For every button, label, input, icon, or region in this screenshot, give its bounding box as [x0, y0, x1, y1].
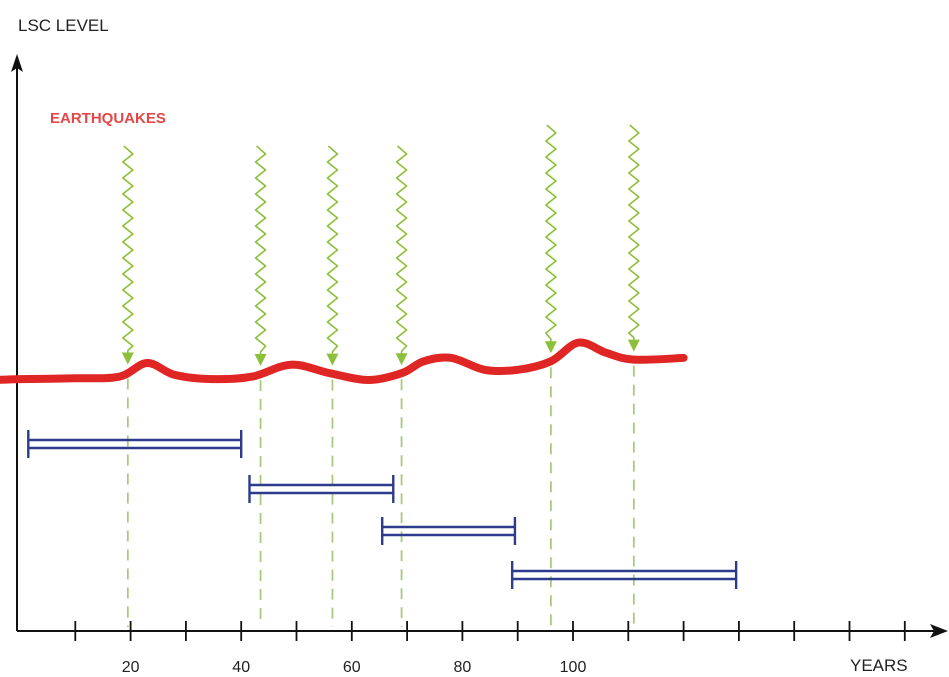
x-axis-ticks: 20 40 60 80 100	[74, 621, 906, 676]
lsc-level-curve	[0, 338, 688, 384]
earthquake-arrow	[122, 145, 134, 359]
interval-bar	[381, 517, 517, 545]
axes	[11, 54, 948, 638]
earthquake-arrowhead	[627, 339, 640, 352]
x-axis-arrowhead	[930, 624, 948, 638]
x-tick-label: 100	[560, 659, 587, 676]
interval-bar	[27, 430, 243, 458]
lsc-level-curve-group	[0, 338, 688, 384]
interval-bar	[510, 561, 738, 589]
earthquake-arrow	[326, 145, 339, 360]
earthquake-arrow	[254, 145, 267, 361]
earthquake-arrows	[121, 124, 640, 367]
earthquakes-label: EARTHQUAKES	[50, 110, 166, 127]
x-tick-label: 80	[454, 659, 472, 676]
earthquake-arrow	[545, 124, 557, 348]
earthquake-guide-lines	[126, 365, 635, 627]
x-axis-label: YEARS	[850, 656, 908, 675]
earthquake-arrowhead	[254, 354, 267, 367]
y-axis-label: LSC LEVEL	[18, 16, 109, 35]
x-tick-label: 60	[343, 659, 361, 676]
earthquake-arrow	[628, 124, 640, 346]
earthquake-arrowhead	[121, 352, 134, 365]
y-axis-arrowhead	[11, 54, 23, 72]
x-tick-label: 20	[122, 659, 140, 676]
earthquake-arrowhead	[395, 353, 408, 366]
x-tick-label: 40	[232, 659, 250, 676]
earthquake-arrowhead	[544, 341, 557, 354]
interval-bar	[248, 475, 395, 503]
earthquake-arrowhead	[326, 353, 339, 366]
earthquake-arrow	[395, 145, 408, 360]
interval-bars	[27, 430, 738, 589]
